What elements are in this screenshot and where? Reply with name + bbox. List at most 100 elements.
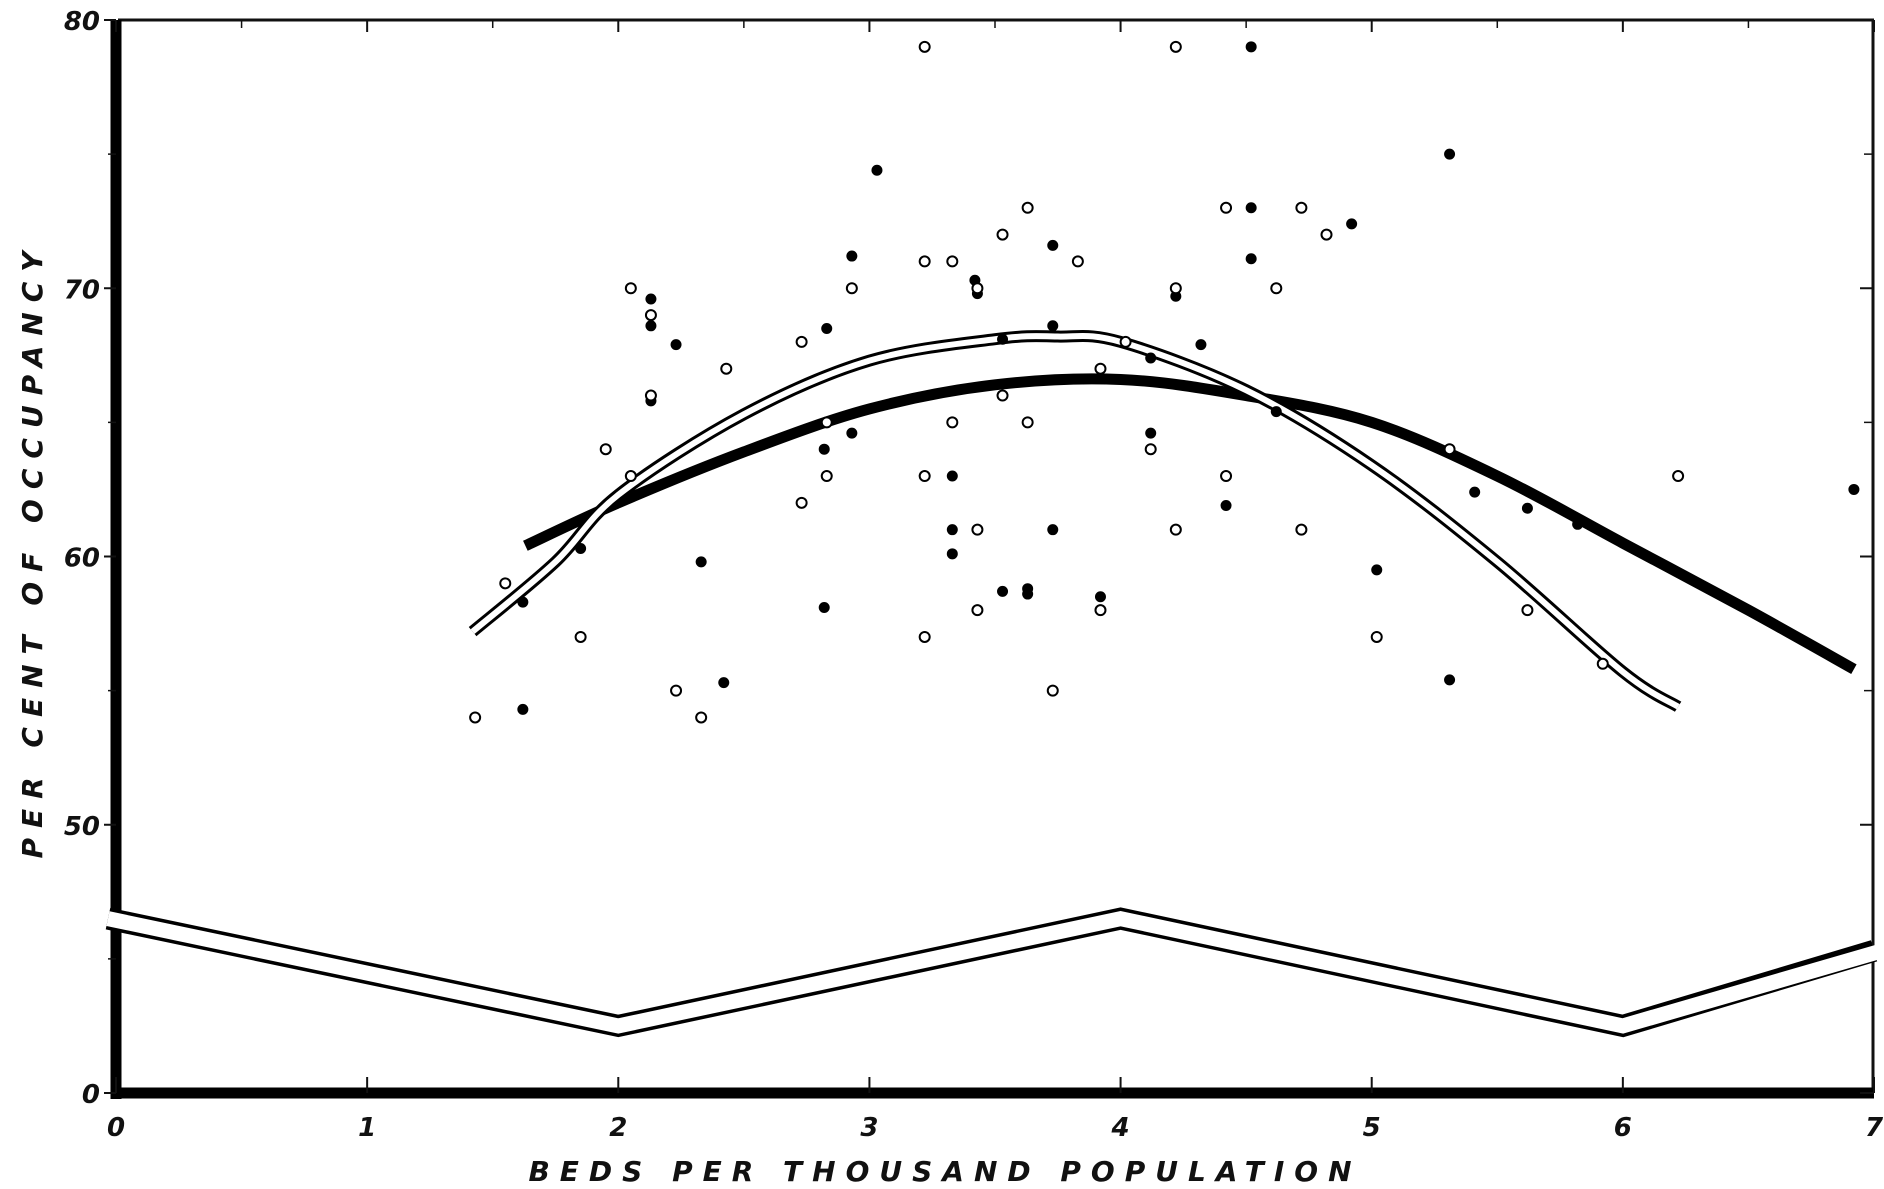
- open-data-point: [574, 630, 587, 643]
- filled-data-point: [1145, 427, 1157, 439]
- filled-data-point: [645, 320, 657, 332]
- open-data-point: [1220, 201, 1233, 214]
- filled-data-point: [818, 601, 830, 613]
- filled-data-point: [821, 322, 833, 334]
- open-data-point: [1046, 684, 1059, 697]
- open-data-point: [1443, 443, 1456, 456]
- open-data-point: [1169, 40, 1182, 53]
- filled-data-point: [1195, 339, 1207, 351]
- y-tick-label: 70: [64, 275, 100, 305]
- filled-data-point: [946, 470, 958, 482]
- axis-break: [105, 907, 1884, 1038]
- filled-data-point: [1346, 218, 1358, 230]
- filled-data-point: [997, 333, 1009, 345]
- filled-data-point: [670, 339, 682, 351]
- open-data-point: [644, 389, 657, 402]
- filled-data-point: [1371, 564, 1383, 576]
- filled-data-point: [846, 250, 858, 262]
- filled-data-point: [1145, 352, 1157, 364]
- x-tick-label: 7: [1865, 1113, 1884, 1143]
- open-data-point: [1094, 362, 1107, 375]
- filled-data-point: [1848, 483, 1860, 495]
- open-data-point: [1094, 604, 1107, 617]
- open-data-point: [795, 496, 808, 509]
- open-data-point: [1596, 657, 1609, 670]
- open-data-point: [1169, 523, 1182, 536]
- open-data-point: [918, 630, 931, 643]
- filled-data-point: [1047, 524, 1059, 536]
- solid-trend-curve: [523, 373, 1857, 674]
- open-data-point: [624, 470, 637, 483]
- x-tick-label: 5: [1363, 1113, 1381, 1143]
- filled-data-point: [1521, 502, 1533, 514]
- open-data-point: [946, 416, 959, 429]
- open-data-point: [469, 711, 482, 724]
- open-data-point: [720, 362, 733, 375]
- open-data-point: [1119, 335, 1132, 348]
- open-data-point: [1672, 470, 1685, 483]
- x-tick-label: 2: [609, 1113, 627, 1143]
- y-tick-label: 50: [64, 812, 100, 842]
- filled-data-point: [846, 427, 858, 439]
- open-data-point: [820, 416, 833, 429]
- filled-data-point: [1469, 486, 1481, 498]
- open-data-point: [795, 335, 808, 348]
- filled-data-point: [575, 542, 587, 554]
- open-data-point: [918, 470, 931, 483]
- open-data-point: [1071, 255, 1084, 268]
- filled-data-point: [645, 293, 657, 305]
- filled-data-point: [1444, 674, 1456, 686]
- y-tick-label: 0: [82, 1080, 100, 1110]
- open-data-point: [946, 255, 959, 268]
- open-data-point: [996, 228, 1009, 241]
- open-data-point: [1320, 228, 1333, 241]
- filled-data-point: [871, 164, 883, 176]
- open-data-point: [695, 711, 708, 724]
- open-data-point: [845, 282, 858, 295]
- filled-data-point: [1047, 239, 1059, 251]
- open-data-point: [1295, 201, 1308, 214]
- open-data-point: [971, 282, 984, 295]
- open-data-point: [1295, 523, 1308, 536]
- filled-data-point: [517, 703, 529, 715]
- filled-data-point: [695, 556, 707, 568]
- x-tick-label: 1: [358, 1113, 376, 1143]
- open-data-point: [971, 604, 984, 617]
- filled-data-point: [1047, 320, 1059, 332]
- open-data-point: [1144, 443, 1157, 456]
- filled-data-point: [1245, 41, 1257, 53]
- filled-data-point: [1245, 253, 1257, 265]
- open-data-point: [1169, 282, 1182, 295]
- open-data-point: [1021, 416, 1034, 429]
- trend-curves: [468, 330, 1857, 712]
- filled-data-point: [1245, 202, 1257, 214]
- open-data-point: [918, 255, 931, 268]
- y-tick-label: 80: [64, 7, 100, 37]
- open-data-point: [624, 282, 637, 295]
- open-data-point: [670, 684, 683, 697]
- filled-data-point: [946, 548, 958, 560]
- filled-data-point: [517, 596, 529, 608]
- open-data-point: [499, 577, 512, 590]
- tick-labels: 0 1 2 3 4 5 6 7 80 70 60 50 0: [64, 7, 1884, 1143]
- filled-data-point: [997, 585, 1009, 597]
- open-data-point: [820, 470, 833, 483]
- open-data-point: [918, 40, 931, 53]
- filled-data-point: [1220, 500, 1232, 512]
- filled-data-point: [1444, 148, 1456, 160]
- x-tick-label: 0: [107, 1113, 125, 1143]
- open-data-point: [599, 443, 612, 456]
- open-data-point: [1521, 604, 1534, 617]
- open-data-point: [1370, 630, 1383, 643]
- x-axis-title: BEDS PER THOUSAND POPULATION: [528, 1155, 1361, 1188]
- open-data-point: [1270, 282, 1283, 295]
- data-points: [469, 40, 1860, 724]
- open-data-point: [1220, 470, 1233, 483]
- filled-data-point: [1270, 406, 1282, 418]
- open-data-point: [996, 389, 1009, 402]
- y-tick-label: 60: [64, 544, 100, 574]
- filled-data-point: [1094, 591, 1106, 603]
- axis-break-gap: [106, 910, 1884, 1034]
- open-data-point: [971, 523, 984, 536]
